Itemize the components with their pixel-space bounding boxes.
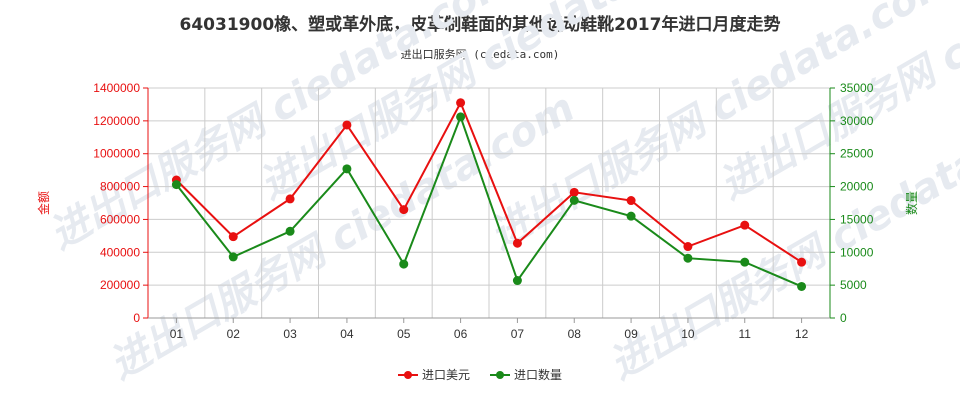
data-point [683,242,693,252]
data-point [740,220,750,230]
left-axis-title: 金额 [36,191,51,215]
right-tick-label: 15000 [840,212,874,226]
x-tick-label: 07 [511,327,525,341]
left-tick-label: 400000 [100,245,140,259]
left-tick-label: 800000 [100,180,140,194]
legend-label: 进口数量 [514,367,562,382]
data-point [569,195,579,205]
data-point [797,257,807,267]
data-point [285,194,295,204]
x-tick-label: 08 [568,327,582,341]
left-tick-label: 1400000 [93,81,140,95]
x-tick-label: 09 [624,327,638,341]
data-point [626,196,636,206]
legend-swatch-marker [404,371,412,379]
left-tick-label: 1000000 [93,147,140,161]
x-tick-label: 01 [170,327,184,341]
x-tick-label: 11 [739,327,752,341]
legend: 进口美元 进口数量 [398,367,562,382]
data-point [171,180,181,190]
chart-title: 64031900橡、塑或革外底，皮革制鞋面的其他运动鞋靴2017年进口月度走势 [179,15,781,35]
data-point [456,112,466,122]
series-line [175,114,802,288]
right-tick-label: 10000 [840,245,874,259]
right-tick-label: 5000 [840,278,867,292]
right-tick-label: 30000 [840,114,874,128]
x-tick-label: 12 [795,327,809,341]
right-tick-label: 20000 [840,180,874,194]
data-point [740,257,750,267]
chart-subtitle: 进出口服务网 (ciedata.com) [400,48,560,61]
data-point [228,252,238,262]
right-tick-label: 35000 [840,81,874,95]
data-point [456,98,466,108]
data-point [512,238,522,248]
data-point [342,120,352,130]
data-point [285,226,295,236]
data-point [683,253,693,263]
data-point [569,187,579,197]
series-line [175,100,803,263]
left-tick-label: 1200000 [93,114,140,128]
right-tick-label: 25000 [840,147,874,161]
x-tick-label: 10 [681,327,695,341]
data-point [399,259,409,269]
right-axis-title: 数量 [904,191,919,215]
data-point [399,205,409,215]
x-tick-label: 02 [227,327,241,341]
legend-label: 进口美元 [422,368,470,382]
series-layer [171,98,807,291]
x-tick-label: 03 [283,327,297,341]
right-tick-label: 0 [840,311,847,325]
axes: 0200000400000600000800000100000012000001… [36,81,919,341]
legend-swatch-marker [496,371,504,379]
left-tick-label: 200000 [100,278,140,292]
data-point [228,232,238,242]
data-point [797,281,807,291]
left-tick-label: 600000 [100,212,140,226]
left-tick-label: 0 [133,311,140,325]
x-tick-label: 05 [397,327,411,341]
data-point [512,276,522,286]
x-tick-label: 04 [340,327,354,341]
data-point [342,164,352,174]
data-point [626,211,636,221]
x-tick-label: 06 [454,327,468,341]
